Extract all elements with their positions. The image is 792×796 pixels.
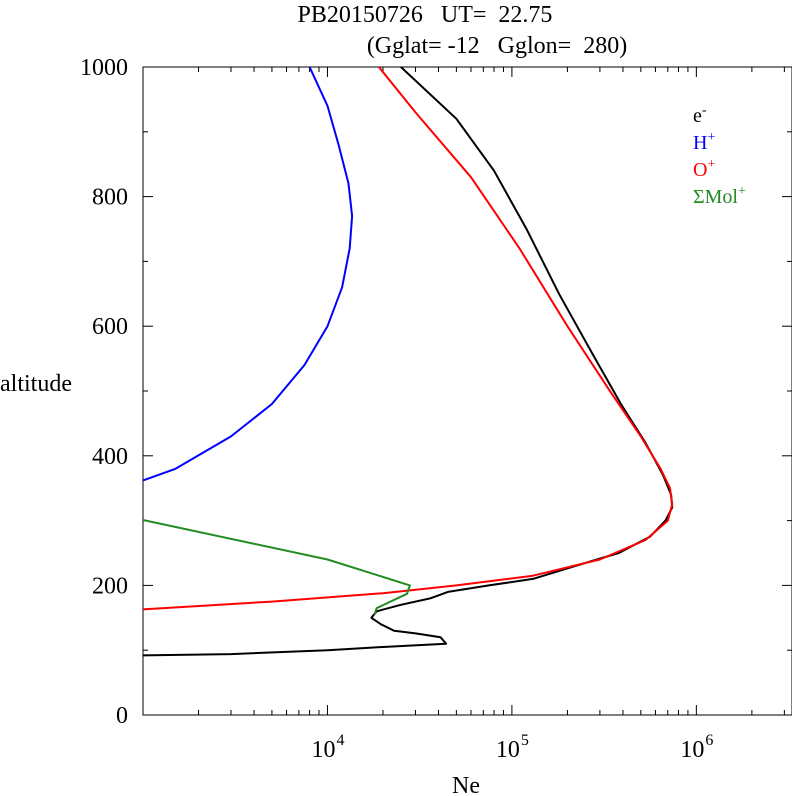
series-line-0 [142,66,674,657]
y-tick-label: 400 [92,444,128,470]
y-tick-label: 800 [92,185,128,211]
legend-entry: O+ [693,157,715,181]
y-axis-label: altitude [0,371,72,397]
y-tick-label: 600 [92,314,128,340]
legend: e- H+ O+ ΣMol+ [693,103,746,208]
legend-entry: ΣMol+ [693,184,746,208]
series-lines [142,66,674,657]
x-tick-labels: 10 4 10 5 10 6 [311,732,713,763]
series-line-3 [142,519,411,615]
x-tick-label: 10 [496,737,520,763]
legend-entry: H+ [693,130,715,154]
x-axis-label: Ne [452,773,480,796]
x-tick-label-exponent: 6 [705,732,713,749]
chart-subtitle: (Gglat= -12 Gglon= 280) [367,33,627,59]
y-tick-label: 1000 [80,55,128,81]
chart-title: PB20150726 UT= 22.75 [298,2,553,28]
x-tick-label-exponent: 4 [336,732,344,749]
series-line-1 [142,66,354,482]
x-tick-label: 10 [311,737,335,763]
y-tick-labels: 0 200 400 600 800 1000 [80,55,128,729]
x-tick-label: 10 [680,737,704,763]
x-tick-label-exponent: 5 [521,732,529,749]
legend-entry: e- [693,103,707,127]
axis-ticks [142,66,792,716]
series-line-2 [142,66,674,611]
y-tick-label: 0 [116,703,128,729]
y-tick-label: 200 [92,573,128,599]
